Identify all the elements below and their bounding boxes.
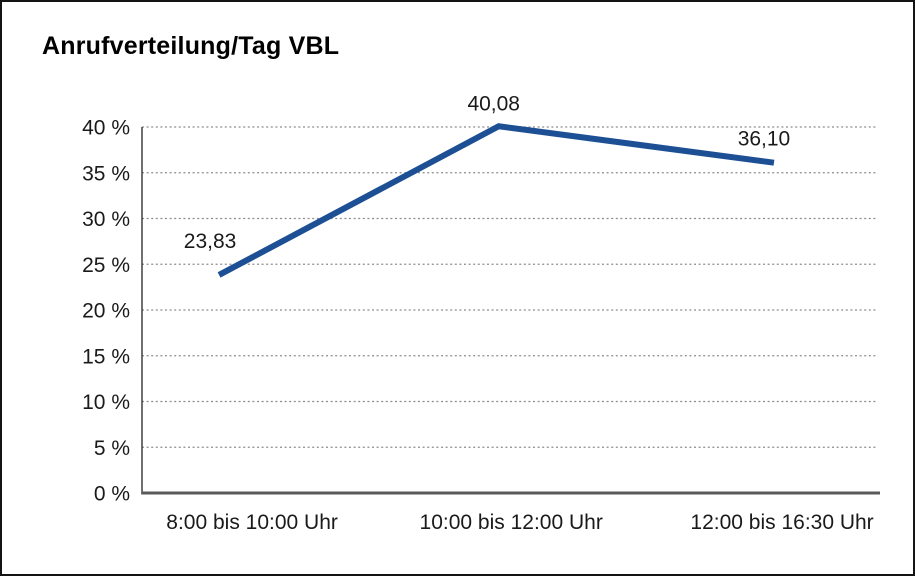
series-line <box>217 123 775 278</box>
y-tick-label: 25 % <box>82 254 130 277</box>
x-category-label: 8:00 bis 10:00 Uhr <box>166 511 338 534</box>
data-point-label: 36,10 <box>738 128 791 151</box>
data-point-label: 23,83 <box>184 230 237 253</box>
data-point-label: 40,08 <box>467 92 520 115</box>
y-tick-label: 20 % <box>82 300 130 323</box>
y-tick-label: 40 % <box>82 117 130 140</box>
y-tick-label: 0 % <box>94 483 130 506</box>
y-tick-label: 10 % <box>82 391 130 414</box>
y-tick-label: 5 % <box>94 437 130 460</box>
chart-title: Anrufverteilung/Tag VBL <box>42 32 340 60</box>
x-category-label: 10:00 bis 12:00 Uhr <box>420 511 603 534</box>
y-tick-label: 35 % <box>82 162 130 185</box>
x-category-label: 12:00 bis 16:30 Uhr <box>690 511 873 534</box>
y-tick-label: 30 % <box>82 208 130 231</box>
y-tick-label: 15 % <box>82 345 130 368</box>
